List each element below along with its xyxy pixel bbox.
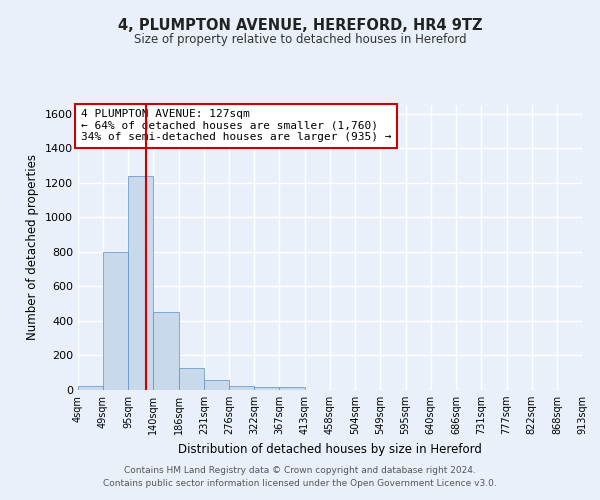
Y-axis label: Number of detached properties: Number of detached properties [26,154,40,340]
X-axis label: Distribution of detached houses by size in Hereford: Distribution of detached houses by size … [178,442,482,456]
Bar [229,386,254,390]
Text: Contains HM Land Registry data © Crown copyright and database right 2024.
Contai: Contains HM Land Registry data © Crown c… [103,466,497,487]
Bar [154,312,179,390]
Bar [204,380,229,390]
Bar [103,252,128,390]
Bar [128,176,154,390]
Text: 4 PLUMPTON AVENUE: 127sqm
← 64% of detached houses are smaller (1,760)
34% of se: 4 PLUMPTON AVENUE: 127sqm ← 64% of detac… [80,110,391,142]
Bar [78,386,103,390]
Text: Size of property relative to detached houses in Hereford: Size of property relative to detached ho… [134,32,466,46]
Bar [254,388,279,390]
Bar [279,388,305,390]
Text: 4, PLUMPTON AVENUE, HEREFORD, HR4 9TZ: 4, PLUMPTON AVENUE, HEREFORD, HR4 9TZ [118,18,482,32]
Bar [179,368,204,390]
